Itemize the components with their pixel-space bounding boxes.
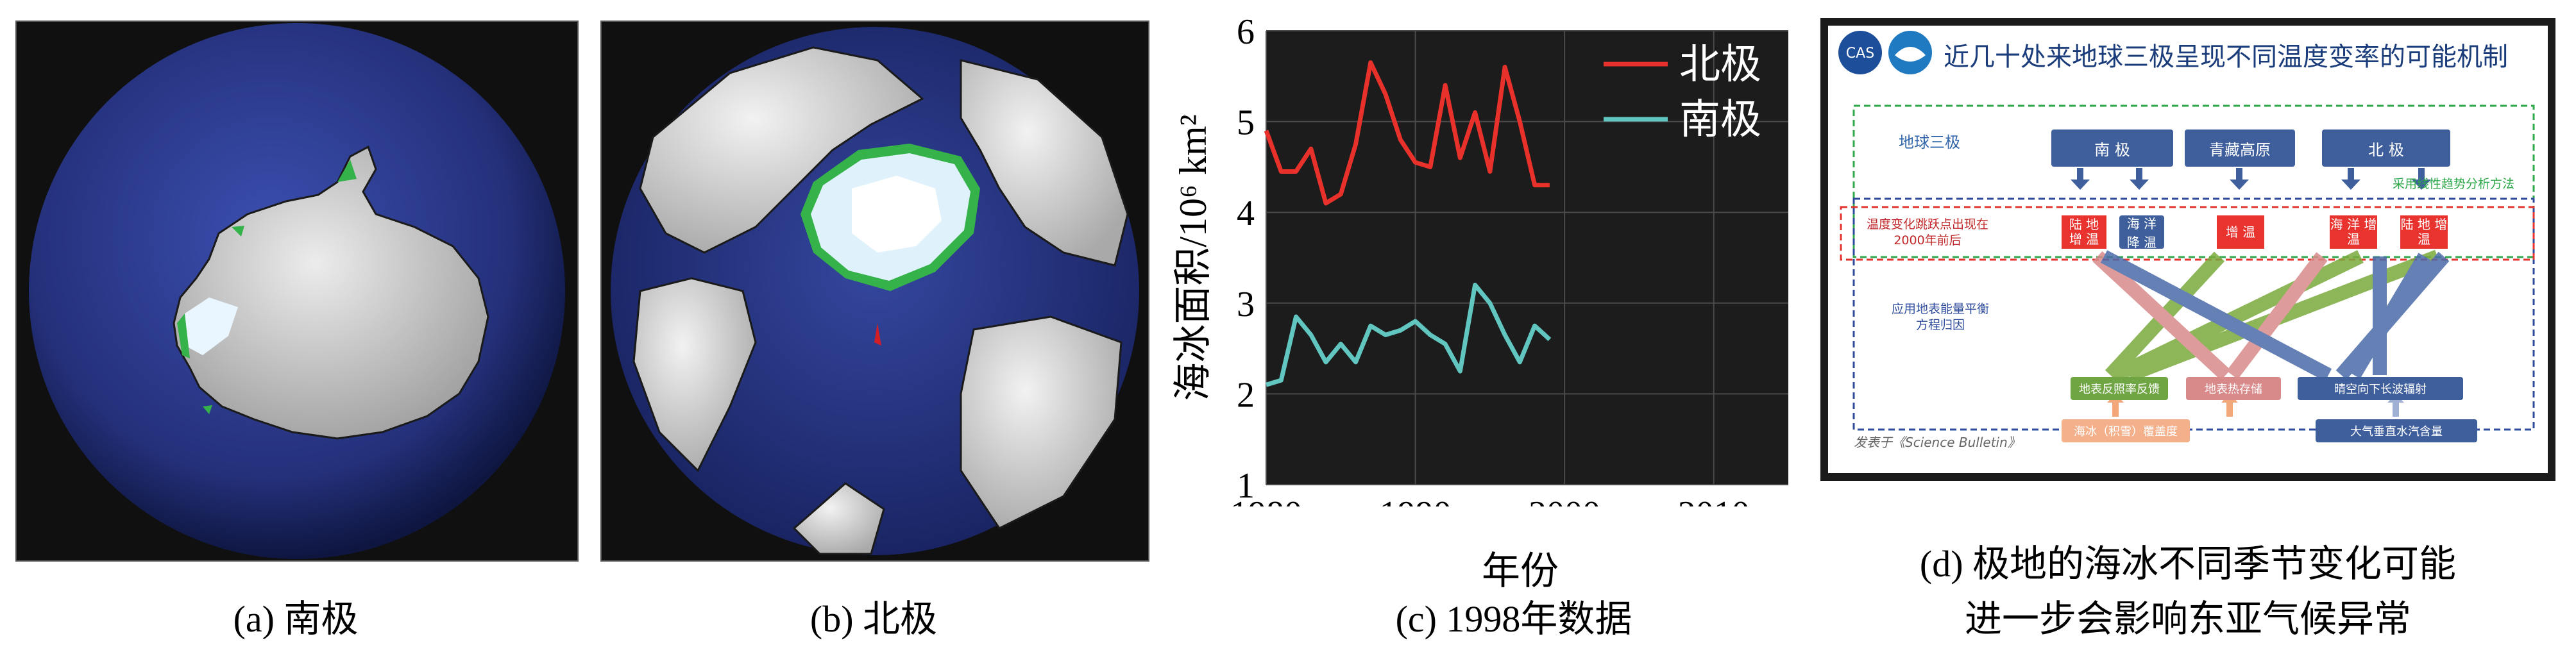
jump-group-box xyxy=(1840,206,2535,261)
mechanism-arrows xyxy=(2092,249,2450,382)
y-tick-label: 6 xyxy=(1237,12,1255,52)
box-north-land-warming: 陆 地 增 温 xyxy=(2400,215,2448,249)
caption-d-line2: 进一步会影响东亚气候异常 xyxy=(1964,598,2411,640)
box-north-ocean-warming: 海 洋 增 温 xyxy=(2330,215,2377,249)
diagram-title: 近几十处来地球三极呈现不同温度变率的可能机制 xyxy=(1944,42,2508,72)
x-tick-label: 2000 xyxy=(1529,494,1600,506)
box-south-ocean-cooling: 海 洋 降 温 xyxy=(2119,215,2164,250)
attribution-label: 应用地表能量平衡方程归因 xyxy=(1891,302,1989,332)
grid-lines xyxy=(1266,30,1788,485)
tick-labels: 1 2 3 4 5 6 1980 1990 2000 2010 xyxy=(1230,12,1750,506)
logo-text: CAS xyxy=(1846,46,1874,62)
x-tick-label: 2010 xyxy=(1678,494,1750,506)
box-south-pole: 南 极 xyxy=(2051,130,2173,167)
box-water-vapor: 大气垂直水汽含量 xyxy=(2316,419,2477,442)
arctic-globe-image xyxy=(600,21,1149,562)
method-label: 采用线性趋势分析方法 xyxy=(2393,177,2515,191)
plot-area xyxy=(1266,31,1788,485)
box-heat-storage: 地表热存储 xyxy=(2186,377,2281,400)
box-plateau-warming: 增 温 xyxy=(2217,215,2264,249)
y-tick-label: 4 xyxy=(1237,194,1255,233)
poles-group-box xyxy=(1852,104,2535,258)
down-arrows xyxy=(2071,168,2431,190)
published-label: 发表于《Science Bulletin》 xyxy=(1854,435,2021,450)
y-tick-label: 5 xyxy=(1237,103,1255,143)
caption-b: (b) 北极 xyxy=(809,598,938,640)
legend-label: 北极 xyxy=(1679,42,1761,87)
box-albedo-feedback: 地表反照率反馈 xyxy=(2071,377,2168,400)
y-axis-title: 海冰面积/10⁶ km² xyxy=(1172,114,1214,401)
cas-logo xyxy=(1838,31,1882,74)
box-north-pole: 北 极 xyxy=(2322,130,2450,167)
box-sea-ice-cover: 海冰（积雪）覆盖度 xyxy=(2062,419,2190,442)
antarctic-globe-image xyxy=(15,21,579,562)
legend-label: 南极 xyxy=(1679,97,1761,142)
box-south-land-warming: 陆 地 增 温 xyxy=(2062,215,2106,249)
caption-c: (c) 1998年数据 xyxy=(1395,598,1632,640)
y-tick-label: 1 xyxy=(1237,466,1255,506)
three-poles-label: 地球三极 xyxy=(1899,133,1960,151)
series-group xyxy=(1264,60,1552,387)
caption-a: (a) 南极 xyxy=(233,598,359,640)
y-tick-label: 2 xyxy=(1237,375,1255,415)
y-tick-label: 3 xyxy=(1237,285,1255,324)
attribution-group-box xyxy=(1852,197,2535,431)
diagram-canvas: CAS xyxy=(1828,26,2548,473)
series-line-2 xyxy=(1265,282,1552,387)
jump-label: 温度变化跳跃点出现在2000年前后 xyxy=(1866,217,1988,247)
box-longwave-radiation: 晴空向下长波辐射 xyxy=(2298,377,2463,400)
sea-ice-line-chart: 1234561980199020002010 海冰面积/10⁶ km² 年份 北… xyxy=(1172,12,1788,506)
x-tick-label: 1980 xyxy=(1230,494,1302,506)
x-tick-label: 1990 xyxy=(1380,494,1452,506)
x-axis-title-html: 年份 xyxy=(1482,550,1559,592)
caption-d-line1: (d) 极地的海冰不同季节变化可能 xyxy=(1919,543,2457,585)
mechanism-diagram: CAS xyxy=(1820,18,2555,481)
box-tibetan-plateau: 青藏高原 xyxy=(2185,130,2295,167)
series-line-1 xyxy=(1264,60,1550,206)
